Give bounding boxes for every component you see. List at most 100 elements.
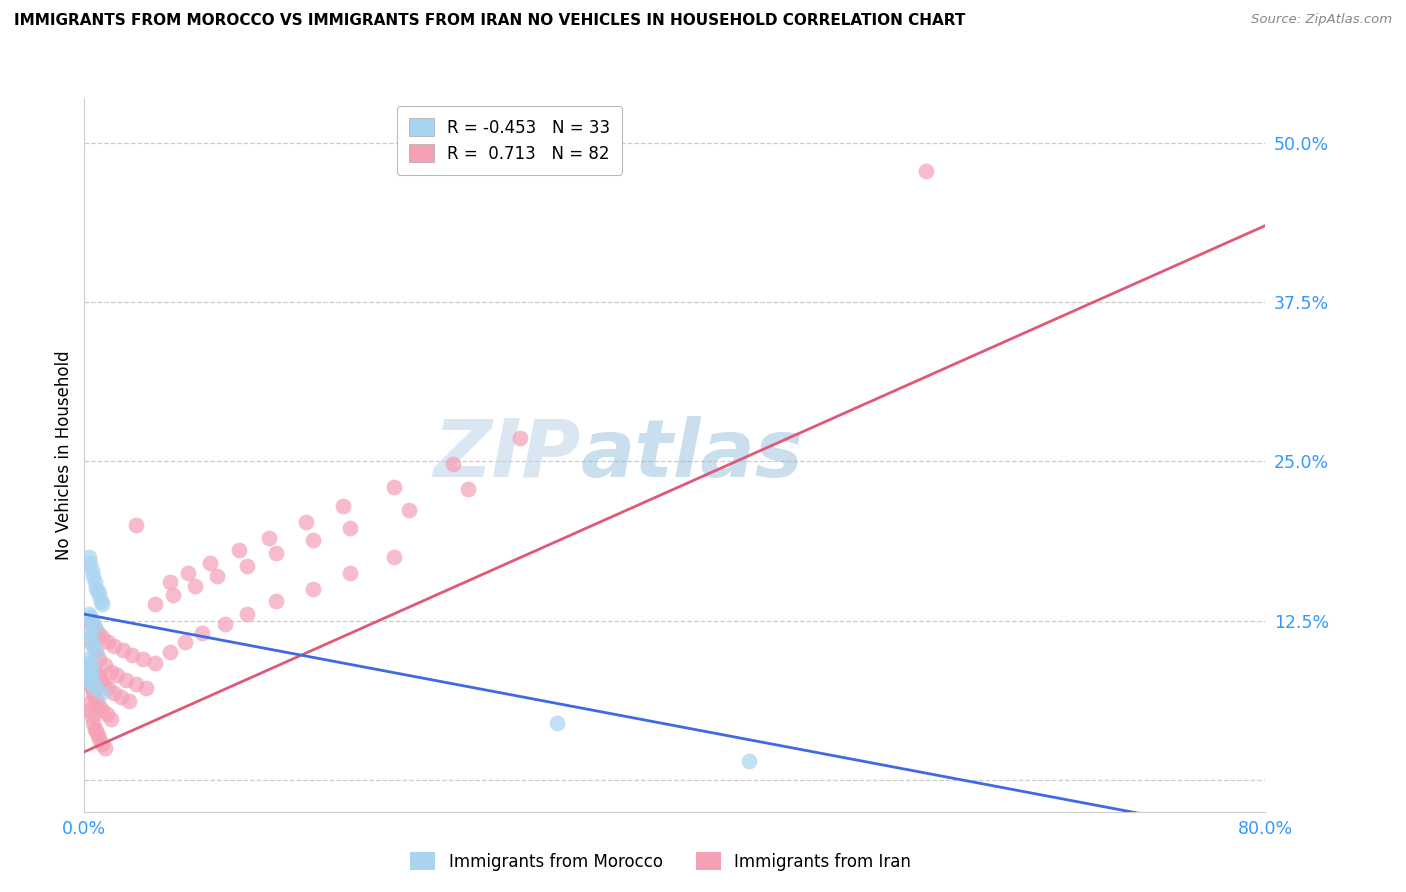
Point <box>91 686 114 700</box>
Point <box>82 617 104 632</box>
Point <box>159 575 181 590</box>
Point <box>82 686 104 700</box>
Point <box>83 722 105 736</box>
Point <box>302 582 325 596</box>
Point <box>103 686 125 700</box>
Point <box>264 594 288 608</box>
Point <box>91 737 114 751</box>
Point <box>80 661 103 675</box>
Point <box>97 635 120 649</box>
Point <box>302 533 325 548</box>
Point <box>86 584 108 599</box>
Point <box>110 690 132 704</box>
Point <box>82 639 104 653</box>
Point <box>93 677 115 691</box>
Point <box>214 617 236 632</box>
Point <box>339 566 361 581</box>
Point <box>79 703 101 717</box>
Text: IMMIGRANTS FROM MOROCCO VS IMMIGRANTS FROM IRAN NO VEHICLES IN HOUSEHOLD CORRELA: IMMIGRANTS FROM MOROCCO VS IMMIGRANTS FR… <box>14 13 966 29</box>
Point <box>82 715 104 730</box>
Point <box>441 457 464 471</box>
Point <box>80 681 103 695</box>
Point <box>77 607 100 622</box>
Point <box>76 673 98 688</box>
Point <box>86 728 108 742</box>
Point <box>546 715 568 730</box>
Point <box>77 665 100 679</box>
Point <box>83 623 105 637</box>
Point <box>80 671 103 685</box>
Point <box>77 656 100 670</box>
Point <box>77 658 100 673</box>
Point <box>135 681 157 695</box>
Point <box>86 668 108 682</box>
Point <box>103 639 125 653</box>
Point <box>77 697 100 711</box>
Point <box>738 754 761 768</box>
Point <box>105 668 128 682</box>
Point <box>118 694 141 708</box>
Point <box>96 706 118 721</box>
Y-axis label: No Vehicles in Household: No Vehicles in Household <box>55 350 73 560</box>
Point <box>228 543 250 558</box>
Point <box>80 617 103 632</box>
Point <box>77 614 100 628</box>
Point <box>82 569 104 583</box>
Text: atlas: atlas <box>581 416 803 494</box>
Point <box>77 671 100 685</box>
Text: ZIP: ZIP <box>433 416 581 494</box>
Point <box>191 626 214 640</box>
Legend: Immigrants from Morocco, Immigrants from Iran: Immigrants from Morocco, Immigrants from… <box>402 844 920 880</box>
Legend: R = -0.453   N = 33, R =  0.713   N = 82: R = -0.453 N = 33, R = 0.713 N = 82 <box>396 106 621 175</box>
Point <box>86 626 108 640</box>
Point <box>398 502 420 516</box>
Point <box>83 665 105 679</box>
Point <box>77 626 100 640</box>
Point <box>79 658 101 673</box>
Point <box>97 681 120 695</box>
Point <box>79 668 101 682</box>
Point <box>84 724 107 739</box>
Point <box>159 645 181 659</box>
Point <box>80 635 103 649</box>
Point <box>79 632 101 647</box>
Point <box>198 556 221 570</box>
Point <box>80 661 103 675</box>
Point <box>84 645 107 659</box>
Point <box>914 163 936 178</box>
Point <box>87 698 111 713</box>
Point <box>509 431 531 445</box>
Point <box>94 741 117 756</box>
Point <box>235 607 259 622</box>
Point <box>79 677 101 691</box>
Point <box>339 520 361 534</box>
Point <box>100 712 122 726</box>
Point <box>79 630 101 644</box>
Point <box>332 499 354 513</box>
Point <box>83 690 105 704</box>
Point <box>382 549 406 564</box>
Point <box>235 558 259 573</box>
Point <box>205 569 228 583</box>
Point <box>91 630 114 644</box>
Point <box>457 483 479 497</box>
Point <box>82 677 104 691</box>
Point <box>79 609 101 624</box>
Point <box>125 677 148 691</box>
Point <box>83 575 105 590</box>
Point <box>143 656 166 670</box>
Point <box>173 635 195 649</box>
Point <box>111 643 134 657</box>
Point <box>295 516 318 530</box>
Point <box>76 652 98 666</box>
Point <box>90 673 112 688</box>
Point <box>83 681 105 695</box>
Point <box>84 645 107 659</box>
Point <box>100 665 122 679</box>
Point <box>162 588 184 602</box>
Point <box>87 652 111 666</box>
Point <box>184 579 207 593</box>
Point <box>80 614 103 628</box>
Point <box>264 546 288 560</box>
Point <box>87 588 111 602</box>
